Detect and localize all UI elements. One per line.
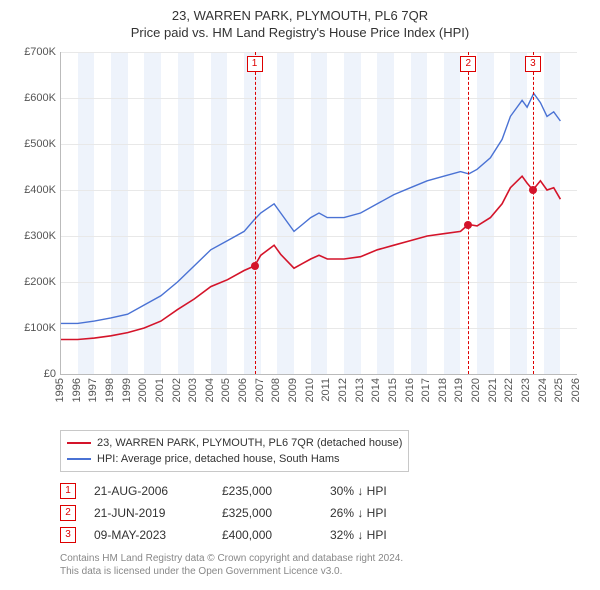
x-tick-label: 2019 [453,378,465,402]
x-tick-label: 2005 [220,378,232,402]
series-property [61,176,560,339]
x-tick-label: 2016 [404,378,416,402]
sale-diff: 26% ↓ HPI [330,506,420,520]
x-tick-label: 2024 [537,378,549,402]
y-tick-label: £100K [10,322,56,334]
sale-date: 21-AUG-2006 [94,484,204,498]
sale-diff: 30% ↓ HPI [330,484,420,498]
legend: 23, WARREN PARK, PLYMOUTH, PL6 7QR (deta… [60,430,409,472]
sales-table: 1 21-AUG-2006 £235,000 30% ↓ HPI 2 21-JU… [60,480,590,546]
legend-item: HPI: Average price, detached house, Sout… [67,451,402,467]
y-tick-label: £700K [10,46,56,58]
sale-row: 1 21-AUG-2006 £235,000 30% ↓ HPI [60,480,590,502]
y-tick-label: £300K [10,230,56,242]
sale-price: £325,000 [222,506,312,520]
sale-marker-badge: 1 [247,56,263,72]
legend-swatch [67,458,91,460]
sale-marker-badge: 2 [60,505,76,521]
x-tick-label: 2003 [187,378,199,402]
x-tick-label: 1997 [87,378,99,402]
sale-date: 09-MAY-2023 [94,528,204,542]
x-tick-label: 2022 [503,378,515,402]
x-tick-label: 1998 [104,378,116,402]
subtitle: Price paid vs. HM Land Registry's House … [10,25,590,40]
y-tick-label: £600K [10,92,56,104]
sale-marker-badge: 1 [60,483,76,499]
x-tick-label: 2014 [370,378,382,402]
x-tick-label: 2013 [354,378,366,402]
sale-date: 21-JUN-2019 [94,506,204,520]
x-tick-label: 2007 [254,378,266,402]
legend-item: 23, WARREN PARK, PLYMOUTH, PL6 7QR (deta… [67,435,402,451]
x-tick-label: 1995 [54,378,66,402]
x-tick-label: 2021 [487,378,499,402]
y-tick-label: £200K [10,276,56,288]
legend-swatch [67,442,91,444]
x-tick-label: 1996 [71,378,83,402]
sale-row: 3 09-MAY-2023 £400,000 32% ↓ HPI [60,524,590,546]
sale-marker-line [533,52,534,374]
x-tick-label: 2015 [387,378,399,402]
sale-marker-badge: 3 [60,527,76,543]
address-title: 23, WARREN PARK, PLYMOUTH, PL6 7QR [10,8,590,23]
x-tick-label: 2012 [337,378,349,402]
x-tick-label: 2001 [154,378,166,402]
attribution-line: Contains HM Land Registry data © Crown c… [60,552,590,565]
sale-row: 2 21-JUN-2019 £325,000 26% ↓ HPI [60,502,590,524]
x-tick-label: 2020 [470,378,482,402]
plot-area: 1 2 3 [60,52,577,375]
x-tick-label: 2010 [304,378,316,402]
chart-titles: 23, WARREN PARK, PLYMOUTH, PL6 7QR Price… [10,8,590,40]
sale-diff: 32% ↓ HPI [330,528,420,542]
attribution: Contains HM Land Registry data © Crown c… [60,552,590,578]
x-tick-label: 2004 [204,378,216,402]
attribution-line: This data is licensed under the Open Gov… [60,565,590,578]
sale-dot [529,186,537,194]
sale-price: £400,000 [222,528,312,542]
sale-marker-line [468,52,469,374]
x-tick-label: 2002 [171,378,183,402]
chart: £0 £100K £200K £300K £400K £500K £600K £700K 1 2… [10,44,586,424]
x-tick-label: 2018 [437,378,449,402]
series-hpi [61,93,560,323]
x-tick-label: 2006 [237,378,249,402]
x-tick-label: 2011 [320,378,332,402]
y-tick-label: £400K [10,184,56,196]
sale-dot [464,221,472,229]
sale-marker-badge: 3 [525,56,541,72]
legend-label: HPI: Average price, detached house, Sout… [97,453,340,465]
x-tick-label: 1999 [121,378,133,402]
x-tick-label: 2017 [420,378,432,402]
y-tick-label: £0 [10,368,56,380]
sale-dot [251,262,259,270]
sale-marker-badge: 2 [460,56,476,72]
x-tick-label: 2025 [553,378,565,402]
x-tick-label: 2009 [287,378,299,402]
x-tick-label: 2008 [270,378,282,402]
legend-label: 23, WARREN PARK, PLYMOUTH, PL6 7QR (deta… [97,437,402,449]
y-tick-label: £500K [10,138,56,150]
sale-price: £235,000 [222,484,312,498]
x-tick-label: 2023 [520,378,532,402]
x-tick-label: 2000 [137,378,149,402]
x-tick-label: 2026 [570,378,582,402]
sale-marker-line [255,52,256,374]
